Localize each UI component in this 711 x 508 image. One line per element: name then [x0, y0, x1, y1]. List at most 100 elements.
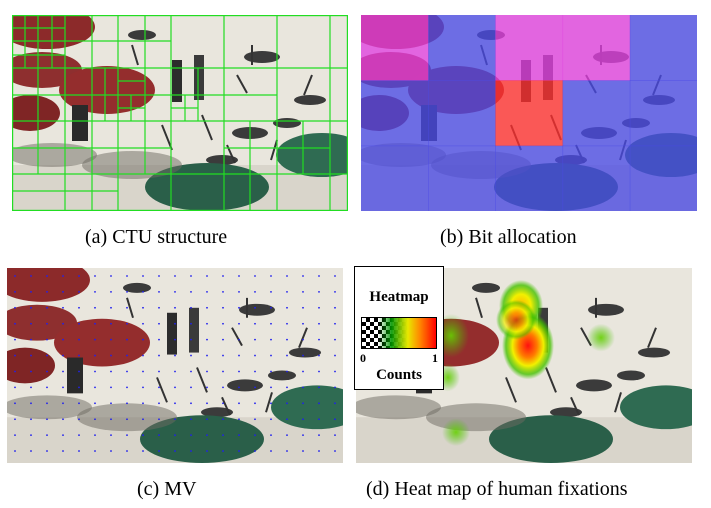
mv-dot: [110, 290, 112, 293]
mv-dot: [270, 322, 272, 325]
mv-dot: [302, 450, 304, 452]
bit-allocation-cell: [361, 15, 429, 81]
mv-dot: [254, 275, 256, 277]
mv-dot: [254, 434, 256, 437]
mv-dot: [302, 275, 304, 277]
mv-dot: [190, 450, 192, 452]
mv-dot: [190, 322, 192, 325]
mv-dot: [190, 306, 192, 309]
mv-dot: [254, 370, 256, 373]
mv-dot: [206, 290, 208, 293]
mv-dot: [142, 290, 144, 293]
mv-dot: [270, 338, 272, 341]
mv-dot: [142, 275, 144, 277]
mv-dot: [190, 434, 192, 437]
mv-dot: [238, 338, 240, 341]
mv-dot: [254, 354, 256, 357]
mv-dot: [222, 306, 224, 309]
mv-dot: [126, 338, 128, 341]
mv-dot: [126, 306, 128, 309]
mv-dot: [190, 338, 192, 341]
legend-min-label: 0: [360, 351, 366, 365]
mv-dot: [142, 322, 144, 325]
mv-dot: [238, 434, 240, 437]
mv-dot: [30, 354, 32, 357]
mv-dot: [238, 386, 240, 389]
mv-dot: [30, 418, 32, 421]
mv-dot: [334, 434, 336, 437]
mv-dot: [334, 370, 336, 373]
mv-dot: [334, 418, 336, 421]
mv-dot: [238, 450, 240, 452]
mv-dot: [302, 290, 304, 293]
mv-dot: [206, 450, 208, 452]
mv-dot: [174, 386, 176, 389]
mv-dot: [206, 434, 208, 437]
mv-dot: [286, 306, 288, 309]
mv-dot: [94, 418, 96, 421]
mv-dot: [222, 322, 224, 325]
mv-dot: [302, 354, 304, 357]
mv-dot: [126, 418, 128, 421]
mv-dot: [62, 354, 64, 357]
mv-dot: [286, 386, 288, 389]
mv-dot: [126, 290, 128, 293]
mv-dot: [334, 290, 336, 293]
mv-dot: [14, 322, 16, 325]
bit-allocation-cell: [428, 145, 496, 211]
mv-dot: [222, 386, 224, 389]
mv-dot: [30, 386, 32, 389]
mv-dot: [78, 354, 80, 357]
mv-dot: [142, 370, 144, 373]
mv-dot: [174, 275, 176, 277]
mv-dot: [254, 290, 256, 293]
mv-dot: [46, 275, 48, 277]
bit-allocation-cell: [629, 80, 697, 147]
mv-dot: [318, 370, 320, 373]
legend-color-bar: [361, 317, 437, 349]
mv-dot: [222, 275, 224, 277]
mv-dot: [174, 402, 176, 405]
mv-dot: [238, 290, 240, 293]
mv-dot: [30, 434, 32, 437]
mv-dot: [94, 402, 96, 405]
mv-dot: [158, 354, 160, 357]
mv-dot: [30, 290, 32, 293]
mv-dot: [174, 290, 176, 293]
caption-ctu-structure: (a) CTU structure: [85, 226, 228, 248]
mv-dot: [270, 386, 272, 389]
mv-dot: [142, 418, 144, 421]
mv-dot: [270, 275, 272, 277]
mv-dot: [78, 290, 80, 293]
mv-dot: [62, 275, 64, 277]
mv-dot: [174, 354, 176, 357]
mv-dot: [302, 322, 304, 325]
mv-dot: [302, 370, 304, 373]
mv-dot: [190, 386, 192, 389]
mv-dot: [46, 370, 48, 373]
mv-dot: [190, 370, 192, 373]
mv-dot: [238, 306, 240, 309]
bit-allocation-cell: [629, 15, 697, 81]
bit-allocation-cell: [428, 80, 496, 147]
mv-dot: [158, 322, 160, 325]
mv-dot: [254, 450, 256, 452]
mv-dot: [190, 290, 192, 293]
mv-dot: [222, 402, 224, 405]
mv-dot: [254, 322, 256, 325]
mv-dot: [62, 434, 64, 437]
mv-dot: [302, 434, 304, 437]
mv-dot: [94, 386, 96, 389]
mv-dot: [238, 418, 240, 421]
mv-dot: [334, 450, 336, 452]
mv-dot: [286, 290, 288, 293]
mv-dot: [238, 322, 240, 325]
mv-dot: [142, 450, 144, 452]
caption-bit-allocation: (b) Bit allocation: [440, 226, 577, 248]
mv-dot: [270, 418, 272, 421]
mv-dot: [78, 338, 80, 341]
mv-dot: [302, 418, 304, 421]
mv-dot: [62, 306, 64, 309]
mv-dot: [158, 275, 160, 277]
mv-dot: [62, 418, 64, 421]
